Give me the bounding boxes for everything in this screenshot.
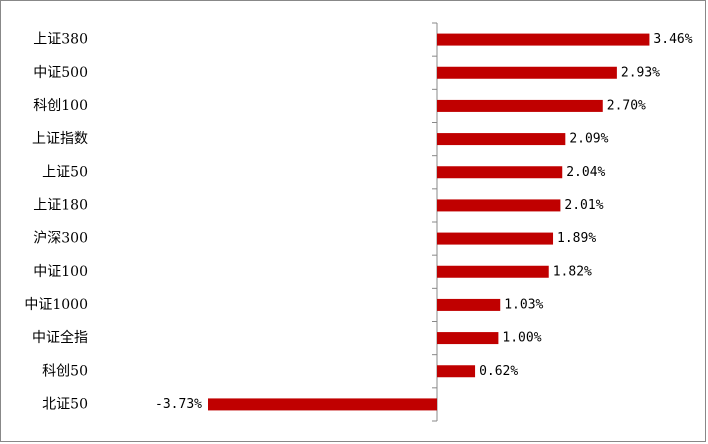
value-label: 1.03% — [504, 297, 543, 312]
value-label: 2.04% — [566, 165, 605, 180]
bar — [437, 298, 501, 311]
y-tick-label: 中证500 — [33, 65, 88, 81]
value-label: 3.46% — [653, 32, 692, 47]
y-tick-label: 上证50 — [42, 164, 88, 180]
y-tick-label: 上证指数 — [32, 131, 88, 147]
bar — [437, 332, 499, 345]
y-tick-label: 北证50 — [42, 396, 88, 412]
y-tick-label: 上证180 — [33, 197, 88, 213]
value-label: -3.73% — [155, 397, 202, 412]
bar — [437, 166, 563, 179]
value-label: 0.62% — [479, 364, 518, 379]
value-label: 2.01% — [564, 198, 603, 213]
y-tick-label: 上证380 — [33, 32, 88, 48]
bar — [437, 199, 561, 212]
value-label: 1.82% — [553, 264, 592, 279]
bar — [437, 33, 650, 46]
y-tick-label: 中证100 — [33, 264, 88, 280]
bar — [437, 99, 603, 112]
y-tick-label: 科创50 — [42, 363, 88, 379]
bar — [437, 365, 476, 378]
value-label: 2.70% — [607, 98, 646, 113]
bar — [437, 66, 617, 79]
bar — [437, 265, 549, 278]
value-label: 1.89% — [557, 231, 596, 246]
bar — [437, 133, 566, 146]
bar — [437, 232, 554, 245]
y-tick-label: 中证1000 — [24, 297, 88, 313]
y-tick-label: 科创100 — [33, 98, 88, 114]
y-tick-label: 沪深300 — [33, 231, 88, 247]
y-tick-label: 中证全指 — [32, 329, 88, 346]
value-label: 2.09% — [569, 132, 608, 147]
value-label: 1.00% — [502, 331, 541, 346]
value-label: 2.93% — [621, 65, 660, 80]
bar — [208, 398, 437, 411]
